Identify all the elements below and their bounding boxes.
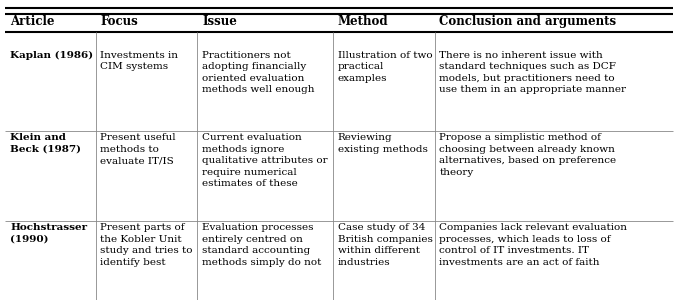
Text: Conclusion and arguments: Conclusion and arguments [439, 15, 616, 28]
Text: Hochstrasser
(1990): Hochstrasser (1990) [10, 224, 87, 244]
Text: Focus: Focus [100, 15, 138, 28]
Text: Reviewing
existing methods: Reviewing existing methods [338, 134, 428, 154]
Text: Evaluation processes
entirely centred on
standard accounting
methods simply do n: Evaluation processes entirely centred on… [202, 224, 321, 267]
Text: Current evaluation
methods ignore
qualitative attributes or
require numerical
es: Current evaluation methods ignore qualit… [202, 134, 327, 188]
Text: Companies lack relevant evaluation
processes, which leads to loss of
control of : Companies lack relevant evaluation proce… [439, 224, 627, 267]
Text: Kaplan (1986): Kaplan (1986) [10, 51, 94, 60]
Text: Issue: Issue [202, 15, 237, 28]
Text: Klein and
Beck (1987): Klein and Beck (1987) [10, 134, 81, 154]
Text: Case study of 34
British companies
within different
industries: Case study of 34 British companies withi… [338, 224, 433, 267]
Text: Propose a simplistic method of
choosing between already known
alternatives, base: Propose a simplistic method of choosing … [439, 134, 616, 177]
Text: Illustration of two
practical
examples: Illustration of two practical examples [338, 51, 433, 83]
Text: There is no inherent issue with
standard techniques such as DCF
models, but prac: There is no inherent issue with standard… [439, 51, 626, 94]
Text: Method: Method [338, 15, 388, 28]
Text: Investments in
CIM systems: Investments in CIM systems [100, 51, 178, 71]
Text: Present useful
methods to
evaluate IT/IS: Present useful methods to evaluate IT/IS [100, 134, 176, 165]
Text: Present parts of
the Kobler Unit
study and tries to
identify best: Present parts of the Kobler Unit study a… [100, 224, 193, 267]
Text: Practitioners not
adopting financially
oriented evaluation
methods well enough: Practitioners not adopting financially o… [202, 51, 315, 94]
Text: Article: Article [10, 15, 55, 28]
